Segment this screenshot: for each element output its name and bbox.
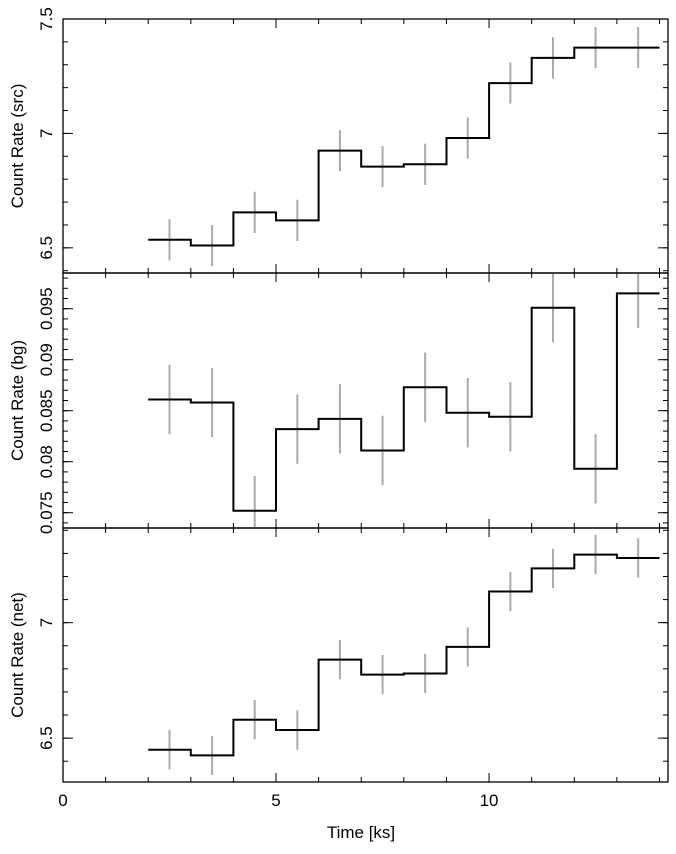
panel-frame: [62, 18, 669, 274]
step-line: [148, 553, 660, 757]
y-tick-label: 6.5: [37, 726, 56, 750]
y-tick-label: 7: [37, 129, 56, 138]
y-tick-label: 0.08: [37, 445, 56, 478]
panel-bg: 0.075 0.08 0.085 0.09 0.095 Count Rate (bg): [8, 272, 669, 534]
x-tick-label: 0: [58, 791, 67, 810]
y-tick-label: 0.09: [37, 343, 56, 376]
panel-net: 6.5 7 Count Rate (net): [8, 527, 669, 783]
step-line: [148, 292, 660, 512]
x-tick-label: 10: [480, 791, 499, 810]
y-axis-label: Count Rate (bg): [8, 340, 27, 461]
x-axis: 0 5 10: [58, 791, 498, 810]
y-tick-label: 0.095: [37, 287, 56, 330]
y-tick-label: 7: [37, 618, 56, 627]
y-axis-label: Count Rate (net): [8, 592, 27, 718]
step-line: [148, 46, 660, 247]
y-tick-label: 6.5: [37, 236, 56, 260]
y-tick-label: 0.075: [37, 491, 56, 534]
panel-src: 6.5 7 7.5 Count Rate (src): [8, 7, 669, 274]
panel-frame: [62, 527, 669, 783]
y-tick-label: 0.085: [37, 389, 56, 432]
x-tick-label: 5: [271, 791, 280, 810]
x-axis-label: Time [ks]: [327, 823, 395, 842]
y-axis-label: Count Rate (src): [8, 84, 27, 209]
y-tick-label: 7.5: [37, 7, 56, 31]
